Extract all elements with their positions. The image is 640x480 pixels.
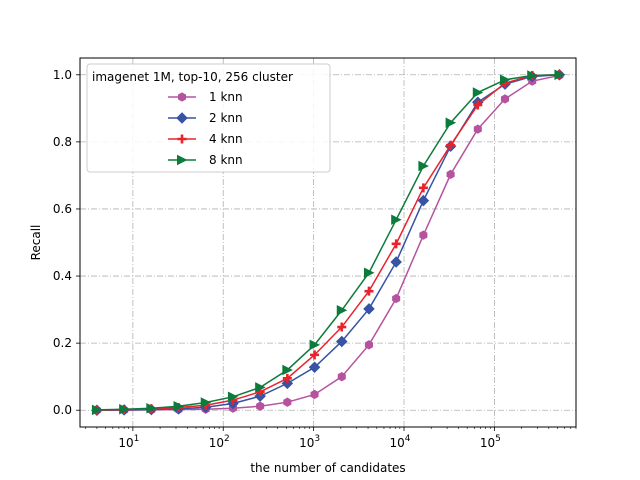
data-point-8-knn bbox=[91, 404, 103, 416]
legend-entry-1-knn: 1 knn bbox=[168, 90, 243, 104]
data-point-8-knn bbox=[146, 402, 157, 414]
axes-frame bbox=[79, 57, 577, 428]
series-8-knn bbox=[91, 69, 565, 416]
x-tick-label: 105 bbox=[480, 434, 501, 450]
data-point-1-knn bbox=[446, 169, 455, 180]
data-point-4-knn bbox=[282, 373, 292, 383]
legend-entry-2-knn: 2 knn bbox=[168, 111, 243, 125]
data-point-8-knn bbox=[391, 214, 402, 225]
x-tick-exponent: 4 bbox=[405, 434, 411, 444]
x-tick-base: 10 bbox=[480, 436, 495, 450]
x-tick-label: 101 bbox=[118, 434, 139, 450]
data-point-8-knn bbox=[527, 70, 538, 81]
data-point-4-knn bbox=[418, 183, 428, 193]
data-point-8-knn bbox=[554, 69, 565, 81]
data-point-8-knn bbox=[418, 160, 429, 172]
data-point-8-knn bbox=[472, 87, 484, 98]
data-point-4-knn bbox=[337, 322, 347, 332]
legend-box bbox=[86, 63, 331, 173]
x-tick-exponent: 3 bbox=[314, 434, 320, 444]
data-point-1-knn bbox=[283, 397, 292, 407]
data-point-4-knn bbox=[473, 100, 483, 110]
data-point-1-knn bbox=[500, 94, 510, 104]
data-point-1-knn bbox=[473, 124, 482, 134]
data-point-2-knn bbox=[335, 335, 348, 348]
legend: imagenet 1M, top-10, 256 cluster 1 knn 2 … bbox=[86, 63, 331, 173]
data-point-8-knn bbox=[119, 403, 130, 415]
data-point-1-knn bbox=[419, 230, 428, 240]
data-point-2-knn bbox=[363, 303, 375, 315]
data-point-8-knn bbox=[200, 397, 212, 408]
data-point-4-knn bbox=[310, 350, 320, 360]
legend-label: 8 knn bbox=[209, 153, 243, 167]
data-point-4-knn bbox=[364, 286, 374, 296]
legend-title: imagenet 1M, top-10, 256 cluster bbox=[92, 70, 293, 84]
data-point-8-knn bbox=[336, 305, 348, 316]
x-tick-label: 102 bbox=[209, 434, 230, 450]
legend-label: 2 knn bbox=[209, 111, 243, 125]
data-point-1-knn bbox=[256, 401, 265, 411]
y-tick-label: 0.2 bbox=[53, 336, 72, 350]
legend-marker bbox=[176, 154, 188, 166]
data-point-4-knn bbox=[446, 140, 456, 150]
y-tick-label: 0.0 bbox=[53, 403, 72, 417]
y-tick-label: 0.4 bbox=[53, 269, 72, 283]
x-axis-label: the number of candidates bbox=[250, 461, 405, 475]
data-point-8-knn bbox=[500, 74, 511, 86]
data-point-8-knn bbox=[255, 382, 266, 393]
x-tick-label: 103 bbox=[299, 434, 320, 450]
x-tick-base: 10 bbox=[209, 436, 224, 450]
data-point-4-knn bbox=[391, 239, 401, 249]
x-tick-base: 10 bbox=[389, 436, 404, 450]
y-axis-label: Recall bbox=[29, 225, 43, 261]
data-point-8-knn bbox=[282, 364, 293, 376]
data-point-1-knn bbox=[337, 372, 346, 382]
x-tick-exponent: 1 bbox=[134, 434, 140, 444]
x-tick-exponent: 2 bbox=[224, 434, 230, 444]
legend-marker bbox=[176, 112, 188, 124]
data-point-1-knn bbox=[310, 389, 319, 400]
data-point-1-knn bbox=[392, 293, 401, 304]
data-point-2-knn bbox=[308, 361, 321, 374]
legend-entry-4-knn: 4 knn bbox=[168, 132, 243, 146]
y-tick-label: 0.6 bbox=[53, 202, 72, 216]
legend-label: 1 knn bbox=[209, 90, 243, 104]
legend-marker bbox=[177, 92, 187, 102]
data-point-8-knn bbox=[227, 391, 239, 403]
legend-entry-8-knn: 8 knn bbox=[168, 153, 243, 167]
data-point-8-knn bbox=[309, 339, 321, 351]
data-point-8-knn bbox=[445, 117, 457, 128]
series-layer bbox=[91, 69, 566, 416]
legend-marker bbox=[177, 134, 187, 144]
data-point-2-knn bbox=[281, 377, 294, 390]
data-point-2-knn bbox=[390, 256, 402, 268]
y-tick-label: 0.8 bbox=[53, 135, 72, 149]
legend-label: 4 knn bbox=[209, 132, 243, 146]
x-tick-base: 10 bbox=[299, 436, 314, 450]
x-tick-label: 104 bbox=[389, 434, 410, 450]
y-tick-label: 1.0 bbox=[53, 68, 72, 82]
data-point-8-knn bbox=[363, 267, 375, 278]
x-tick-base: 10 bbox=[118, 436, 133, 450]
data-point-2-knn bbox=[417, 194, 430, 207]
legend-entries: 1 knn 2 knn 4 knn 8 knn bbox=[168, 90, 243, 167]
x-tick-exponent: 5 bbox=[495, 434, 501, 444]
data-point-8-knn bbox=[173, 400, 185, 412]
data-point-1-knn bbox=[364, 340, 374, 350]
